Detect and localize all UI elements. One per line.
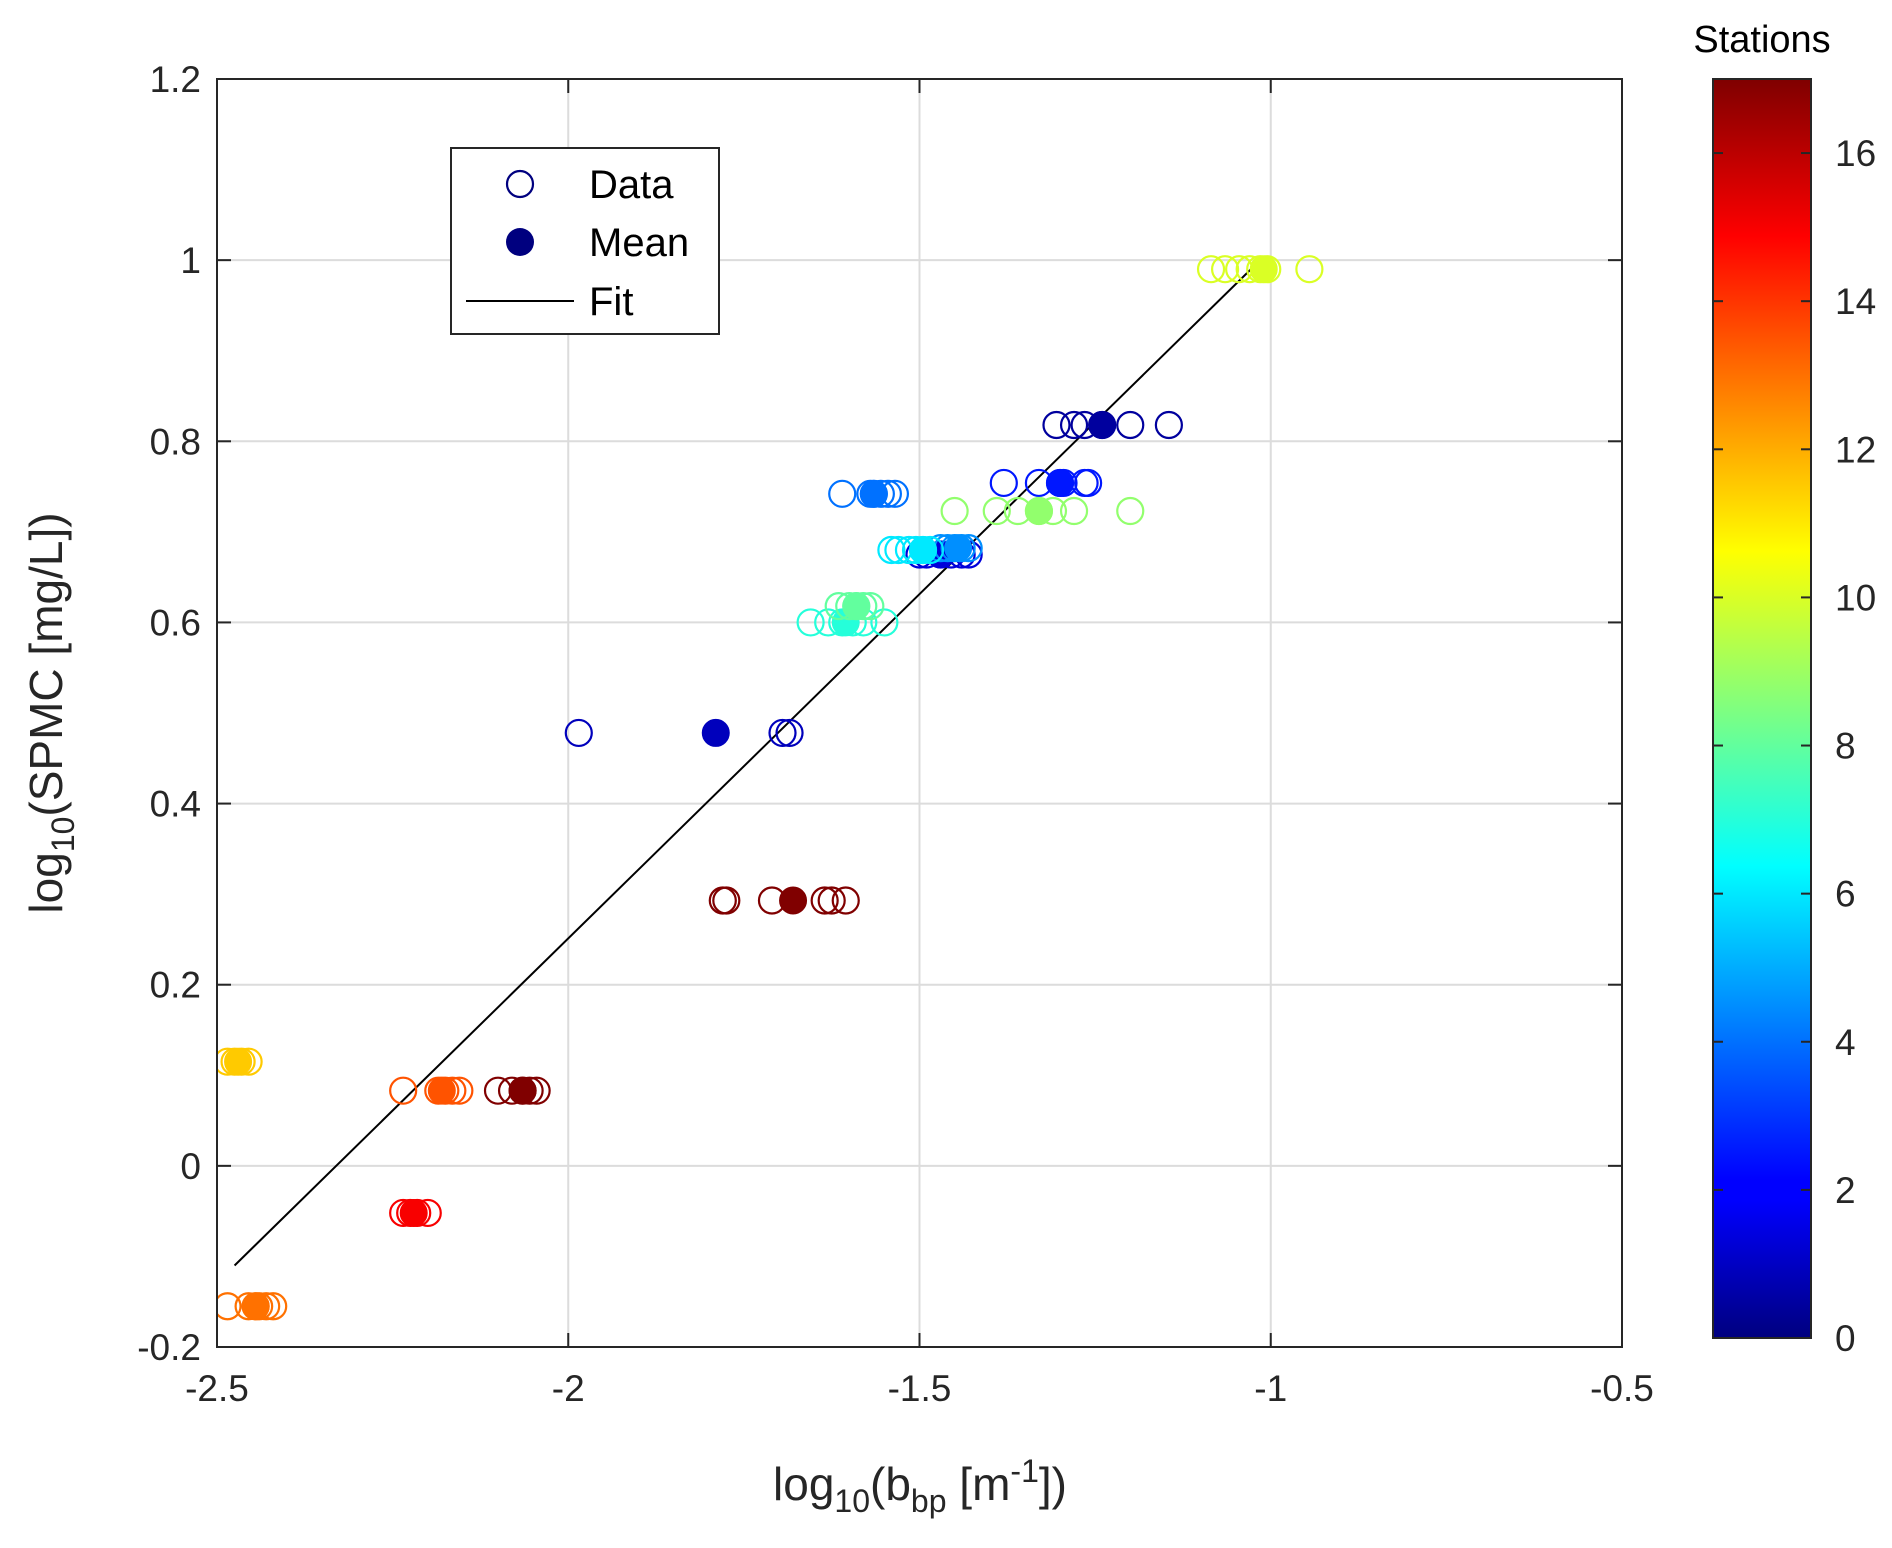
mean-point <box>779 886 808 915</box>
data-point <box>564 718 593 748</box>
mean-point <box>508 1076 537 1105</box>
mean-point <box>944 534 973 563</box>
y-tick-label: -0.2 <box>137 1327 201 1368</box>
x-tick-label: -1 <box>1254 1368 1287 1409</box>
legend-fit-label: Fit <box>589 280 633 324</box>
data-point <box>217 1292 242 1321</box>
data-point <box>1059 496 1089 526</box>
legend-mean-marker <box>506 228 534 256</box>
colorbar-ticks: 0 2 4 6 8 10 12 14 16 <box>1713 133 1876 1359</box>
colorbar-tick-label: 10 <box>1835 577 1876 618</box>
colorbar-tick-label: 0 <box>1835 1318 1856 1359</box>
mean-point <box>1249 255 1278 284</box>
mean-point <box>224 1047 253 1076</box>
x-tick-label: -2 <box>552 1368 585 1409</box>
mean-point <box>1088 410 1117 439</box>
data-point <box>989 468 1018 498</box>
data-point <box>870 608 899 637</box>
mean-point <box>399 1198 428 1227</box>
data-point <box>1073 468 1103 498</box>
y-tick-label: 0.8 <box>150 421 201 462</box>
x-tick-labels: -2.5 -2 -1.5 -1 -0.5 <box>185 1368 1654 1409</box>
mean-point <box>1024 497 1053 526</box>
data-point <box>817 886 846 915</box>
legend-box <box>450 147 720 335</box>
data-point <box>389 1076 418 1105</box>
y-tick-label: 0.2 <box>150 965 201 1006</box>
data-point <box>1154 410 1183 440</box>
data-point <box>1116 496 1145 526</box>
data-point <box>1059 410 1089 440</box>
mean-point <box>859 479 888 508</box>
x-tick-label: -0.5 <box>1590 1368 1654 1409</box>
colorbar-tick-label: 8 <box>1835 726 1856 767</box>
y-tick-label: 1 <box>180 240 201 281</box>
mean-point <box>241 1292 270 1321</box>
data-point <box>940 496 969 526</box>
colorbar-title: Stations <box>1693 19 1830 61</box>
data-point <box>828 479 857 508</box>
legend: Data Mean Fit <box>450 147 720 335</box>
mean-point <box>1046 468 1074 497</box>
data-point <box>1295 255 1324 284</box>
legend-data-marker <box>505 169 535 199</box>
data-point <box>1196 255 1226 284</box>
data-point <box>768 718 797 748</box>
y-tick-label: 0 <box>180 1146 201 1187</box>
data-point <box>712 886 741 915</box>
y-axis-label: log10(SPMC [mg/L]) <box>20 512 81 913</box>
y-tick-labels: -0.2 0 0.2 0.4 0.6 0.8 1 1.2 <box>137 59 201 1368</box>
data-point <box>1210 255 1240 284</box>
y-tick-label: 1.2 <box>150 59 201 100</box>
axis-ticks <box>216 78 1623 1348</box>
colorbar-tick-label: 4 <box>1835 1022 1856 1063</box>
y-tick-label: 0.4 <box>150 784 201 825</box>
data-point <box>1042 410 1071 440</box>
legend-mean-label: Mean <box>589 221 689 265</box>
colorbar-tick-label: 16 <box>1835 133 1876 174</box>
data-point <box>796 608 825 637</box>
mean-point <box>427 1076 456 1105</box>
data-point <box>775 718 804 748</box>
x-tick-label: -1.5 <box>888 1368 952 1409</box>
mean-point <box>701 718 730 747</box>
mean-point <box>909 535 938 564</box>
colorbar-tick-label: 6 <box>1835 874 1856 915</box>
x-axis-label: log10(bbp [m-1]) <box>773 1453 1067 1519</box>
data-point <box>982 496 1011 526</box>
colorbar: Stations 0 2 4 6 8 10 12 14 16 <box>1693 19 1876 1359</box>
data-point <box>810 886 839 915</box>
legend-data-label: Data <box>589 163 674 207</box>
data-point <box>1116 410 1145 440</box>
x-tick-label: -2.5 <box>185 1368 249 1409</box>
data-point <box>831 886 860 915</box>
y-tick-label: 0.6 <box>150 602 201 643</box>
colorbar-tick-label: 2 <box>1835 1170 1856 1211</box>
colorbar-tick-label: 12 <box>1835 429 1876 470</box>
colorbar-tick-label: 14 <box>1835 281 1876 322</box>
mean-point <box>842 592 871 621</box>
data-points <box>217 255 1324 1321</box>
colorbar-gradient <box>1712 78 1812 1339</box>
data-point <box>877 535 906 565</box>
